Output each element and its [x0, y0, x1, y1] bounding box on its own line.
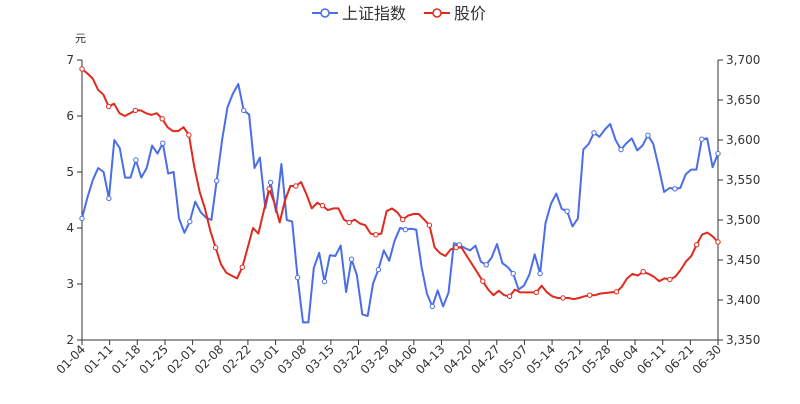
x-tick-label: 06-04 [607, 342, 642, 377]
right-tick-label: 3,600 [726, 133, 760, 147]
index-data-point [214, 178, 220, 184]
x-tick-label: 04-13 [413, 342, 448, 377]
price-data-point [266, 186, 272, 192]
index-data-point [618, 146, 624, 153]
price-data-point [159, 116, 165, 122]
x-tick-label: 06-30 [690, 342, 725, 377]
x-tick-label: 02-01 [164, 342, 199, 377]
x-tick-label: 05-14 [524, 342, 559, 377]
x-tick-label: 06-11 [634, 342, 669, 377]
price-data-point [239, 264, 246, 270]
index-data-point [483, 262, 489, 268]
price-data-point [453, 244, 459, 251]
legend-label-index: 上证指数 [342, 4, 406, 23]
price-data-point [715, 239, 721, 245]
index-data-point [321, 278, 328, 285]
index-data-point [106, 195, 112, 202]
index-series-line [81, 83, 719, 324]
right-tick-label: 3,350 [726, 333, 760, 347]
price-data-point [106, 103, 112, 110]
axes: 2 3 4 5 6 7 3,350 3,400 3,450 3,500 3,550 3,600 3,65… [54, 53, 761, 377]
index-data-point [160, 140, 166, 146]
legend-item-price[interactable]: 股价 [424, 4, 486, 23]
left-tick-label: 5 [66, 165, 74, 179]
price-series-line [81, 68, 719, 301]
x-tick-label: 03-15 [302, 342, 337, 377]
price-data-point [426, 222, 433, 228]
x-tick-label: 05-07 [496, 342, 531, 377]
right-tick-label: 3,650 [726, 93, 760, 107]
index-data-point [375, 266, 382, 273]
x-tick-label: 04-27 [468, 342, 503, 377]
index-data-point [645, 132, 651, 138]
legend-label-price: 股价 [454, 4, 486, 23]
price-data-point [346, 219, 352, 226]
index-data-point [294, 274, 301, 281]
x-tick-label: 01-11 [81, 342, 116, 377]
index-data-point [699, 136, 705, 142]
price-data-point [587, 292, 593, 298]
x-tick-label: 01-04 [54, 342, 89, 377]
left-tick-label: 4 [66, 221, 74, 235]
index-data-point [133, 157, 139, 163]
index-data-point [537, 270, 543, 277]
x-tick-label: 03-08 [275, 342, 310, 377]
x-tick-label: 01-25 [137, 342, 172, 377]
left-axis-unit-label: 元 [75, 32, 86, 45]
index-data-point [348, 256, 355, 262]
price-data-point [640, 269, 646, 275]
x-tick-label: 03-29 [358, 342, 393, 377]
x-tick-label: 02-08 [192, 342, 227, 377]
price-data-point [373, 232, 379, 238]
left-tick-label: 3 [66, 277, 74, 291]
x-tick-label: 04-20 [441, 342, 476, 377]
index-data-point [241, 107, 247, 114]
index-data-point [564, 208, 570, 214]
series-layer [79, 66, 721, 324]
legend: 上证指数 股价 [312, 4, 486, 23]
index-data-point [402, 226, 409, 233]
index-data-point [715, 150, 721, 157]
price-data-point [480, 278, 486, 284]
right-tick-label: 3,400 [726, 293, 760, 307]
index-data-point [510, 270, 516, 277]
price-data-point [560, 295, 566, 301]
index-data-point [672, 186, 678, 192]
right-tick-label: 3,700 [726, 53, 760, 67]
price-data-point [400, 216, 406, 223]
x-tick-label: 03-01 [247, 342, 282, 377]
index-data-point [79, 215, 85, 222]
price-data-point [533, 289, 539, 296]
right-tick-label: 3,450 [726, 253, 760, 267]
right-tick-label: 3,500 [726, 213, 760, 227]
index-data-point [187, 218, 193, 225]
right-tick-label: 3,550 [726, 173, 760, 187]
index-data-point [429, 303, 435, 310]
left-tick-label: 6 [66, 109, 74, 123]
price-data-point [186, 132, 192, 138]
x-tick-label: 01-18 [109, 342, 144, 377]
x-tick-label: 02-22 [219, 342, 254, 377]
price-data-point [667, 276, 673, 283]
legend-item-index[interactable]: 上证指数 [312, 4, 406, 23]
price-data-point [506, 293, 513, 299]
x-tick-label: 04-06 [385, 342, 420, 377]
x-tick-label: 03-22 [330, 342, 365, 377]
price-data-point [693, 242, 700, 248]
price-data-point [212, 244, 219, 251]
price-data-point [319, 202, 326, 209]
price-data-point [613, 289, 620, 295]
x-tick-label: 05-28 [579, 342, 614, 377]
x-tick-label: 06-21 [662, 342, 697, 377]
price-data-point [293, 183, 299, 189]
index-data-point [591, 130, 597, 136]
index-data-point [267, 179, 274, 186]
price-data-point [132, 107, 139, 114]
x-tick-label: 05-21 [551, 342, 586, 377]
price-data-point [79, 66, 85, 72]
left-tick-label: 2 [66, 333, 74, 347]
left-tick-label: 7 [66, 53, 74, 67]
